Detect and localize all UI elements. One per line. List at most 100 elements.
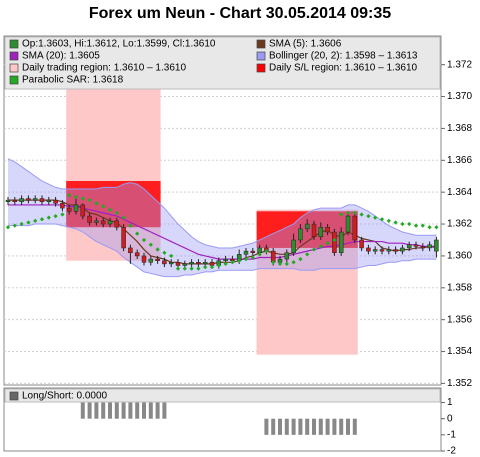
long-short-bar xyxy=(325,418,330,435)
candle-body xyxy=(291,239,296,253)
y-tick-label: 1.358 xyxy=(447,282,472,293)
candle-body xyxy=(114,220,120,228)
sar-dot xyxy=(291,260,296,265)
legend-swatch xyxy=(9,63,19,73)
sar-dot xyxy=(128,223,133,228)
sar-dot xyxy=(345,210,351,216)
candle-body xyxy=(162,260,167,265)
legend-swatch xyxy=(256,51,266,61)
candle-body xyxy=(311,223,317,238)
sar-dot xyxy=(250,255,255,260)
y-tick-label: 1.360 xyxy=(447,251,472,262)
legend-label: SMA (20): 1.3605 xyxy=(22,51,100,62)
sar-dot xyxy=(264,249,269,254)
legend-swatch xyxy=(9,39,19,49)
candle-body xyxy=(141,255,147,263)
sar-dot xyxy=(189,266,194,271)
candle-body xyxy=(359,239,364,249)
candle-body xyxy=(393,249,398,252)
candle-body xyxy=(434,239,439,252)
long-short-bar xyxy=(94,402,99,419)
bollinger-band xyxy=(8,158,437,277)
candle-body xyxy=(19,198,24,202)
candle-body xyxy=(420,246,426,249)
y-tick-label: 1.362 xyxy=(447,219,472,230)
long-short-bar xyxy=(128,402,133,419)
y-tick-label: 1.366 xyxy=(447,155,472,166)
long-short-bar xyxy=(318,418,323,435)
candle-body xyxy=(189,262,194,265)
y-tick-label: 0 xyxy=(447,413,453,424)
sar-dot xyxy=(413,223,419,228)
sar-dot xyxy=(257,252,262,257)
sar-dot xyxy=(318,244,323,249)
legend-label: Daily S/L region: 1.3610 – 1.3610 xyxy=(269,63,418,74)
y-tick-label: 1.372 xyxy=(447,59,472,70)
long-short-bar xyxy=(101,402,106,419)
bollinger-lower xyxy=(8,223,437,278)
candle-body xyxy=(202,262,208,265)
sar-dot xyxy=(379,217,385,222)
sar-dot xyxy=(175,266,181,271)
sar-dot xyxy=(386,218,391,223)
sar-dot xyxy=(114,210,119,216)
y-tick-label: 1.352 xyxy=(447,378,472,389)
sar-dot xyxy=(305,252,310,257)
sar-dot xyxy=(352,210,357,216)
candle-body xyxy=(257,247,262,253)
sar-dot xyxy=(135,231,140,236)
candle-body xyxy=(332,231,337,253)
long-short-bar xyxy=(271,418,276,435)
candle-body xyxy=(250,250,256,253)
sar-dot xyxy=(271,260,276,265)
candle-body xyxy=(87,215,92,223)
long-short-bar xyxy=(162,402,167,419)
sar-dot xyxy=(5,225,11,230)
legend-label: Bollinger (20, 2): 1.3598 – 1.3613 xyxy=(269,51,418,62)
y-tick-label: 1.368 xyxy=(447,123,472,134)
y-tick-label: 1.354 xyxy=(447,346,472,357)
candle-body xyxy=(100,220,106,225)
long-short-bar xyxy=(312,418,316,435)
long-short-bar xyxy=(298,418,303,435)
candle-body xyxy=(66,207,72,212)
candle-body xyxy=(318,226,324,238)
candle-body xyxy=(175,262,181,266)
sar-dot xyxy=(434,225,439,230)
sar-dot xyxy=(12,223,17,228)
sar-dot xyxy=(121,215,126,220)
y-tick-label: 1.364 xyxy=(447,187,472,198)
sar-dot xyxy=(87,198,92,203)
long-short-bar xyxy=(264,418,269,435)
sar-dot xyxy=(373,215,378,220)
long-short-bar xyxy=(148,402,153,419)
long-short-bar xyxy=(87,402,92,419)
sar-dot xyxy=(243,256,249,262)
sar-dot xyxy=(216,263,221,268)
sma-line xyxy=(8,199,437,265)
long-short-bar xyxy=(142,402,146,419)
candle-body xyxy=(5,199,11,202)
sar-dot xyxy=(339,212,344,217)
sar-dot xyxy=(141,237,147,243)
legend-label: Op:1.3603, Hi:1.3612, Lo:1.3599, Cl:1.36… xyxy=(22,39,216,50)
sar-dot xyxy=(277,261,283,267)
long-short-bar xyxy=(332,418,337,435)
sar-dot xyxy=(359,212,364,217)
sar-dot xyxy=(196,266,201,271)
candle-body xyxy=(134,252,140,257)
candle-body xyxy=(121,226,126,249)
candle-body xyxy=(39,198,45,202)
sar-dot xyxy=(332,237,337,243)
candle-body xyxy=(284,252,290,260)
sar-dot xyxy=(223,261,228,267)
sar-dot xyxy=(67,193,72,198)
candle-body xyxy=(73,204,79,212)
candle-body xyxy=(26,198,31,201)
long-short-bar xyxy=(284,418,289,435)
sar-dot xyxy=(230,260,235,265)
sar-dot xyxy=(60,212,65,217)
sar-dot xyxy=(209,264,215,270)
